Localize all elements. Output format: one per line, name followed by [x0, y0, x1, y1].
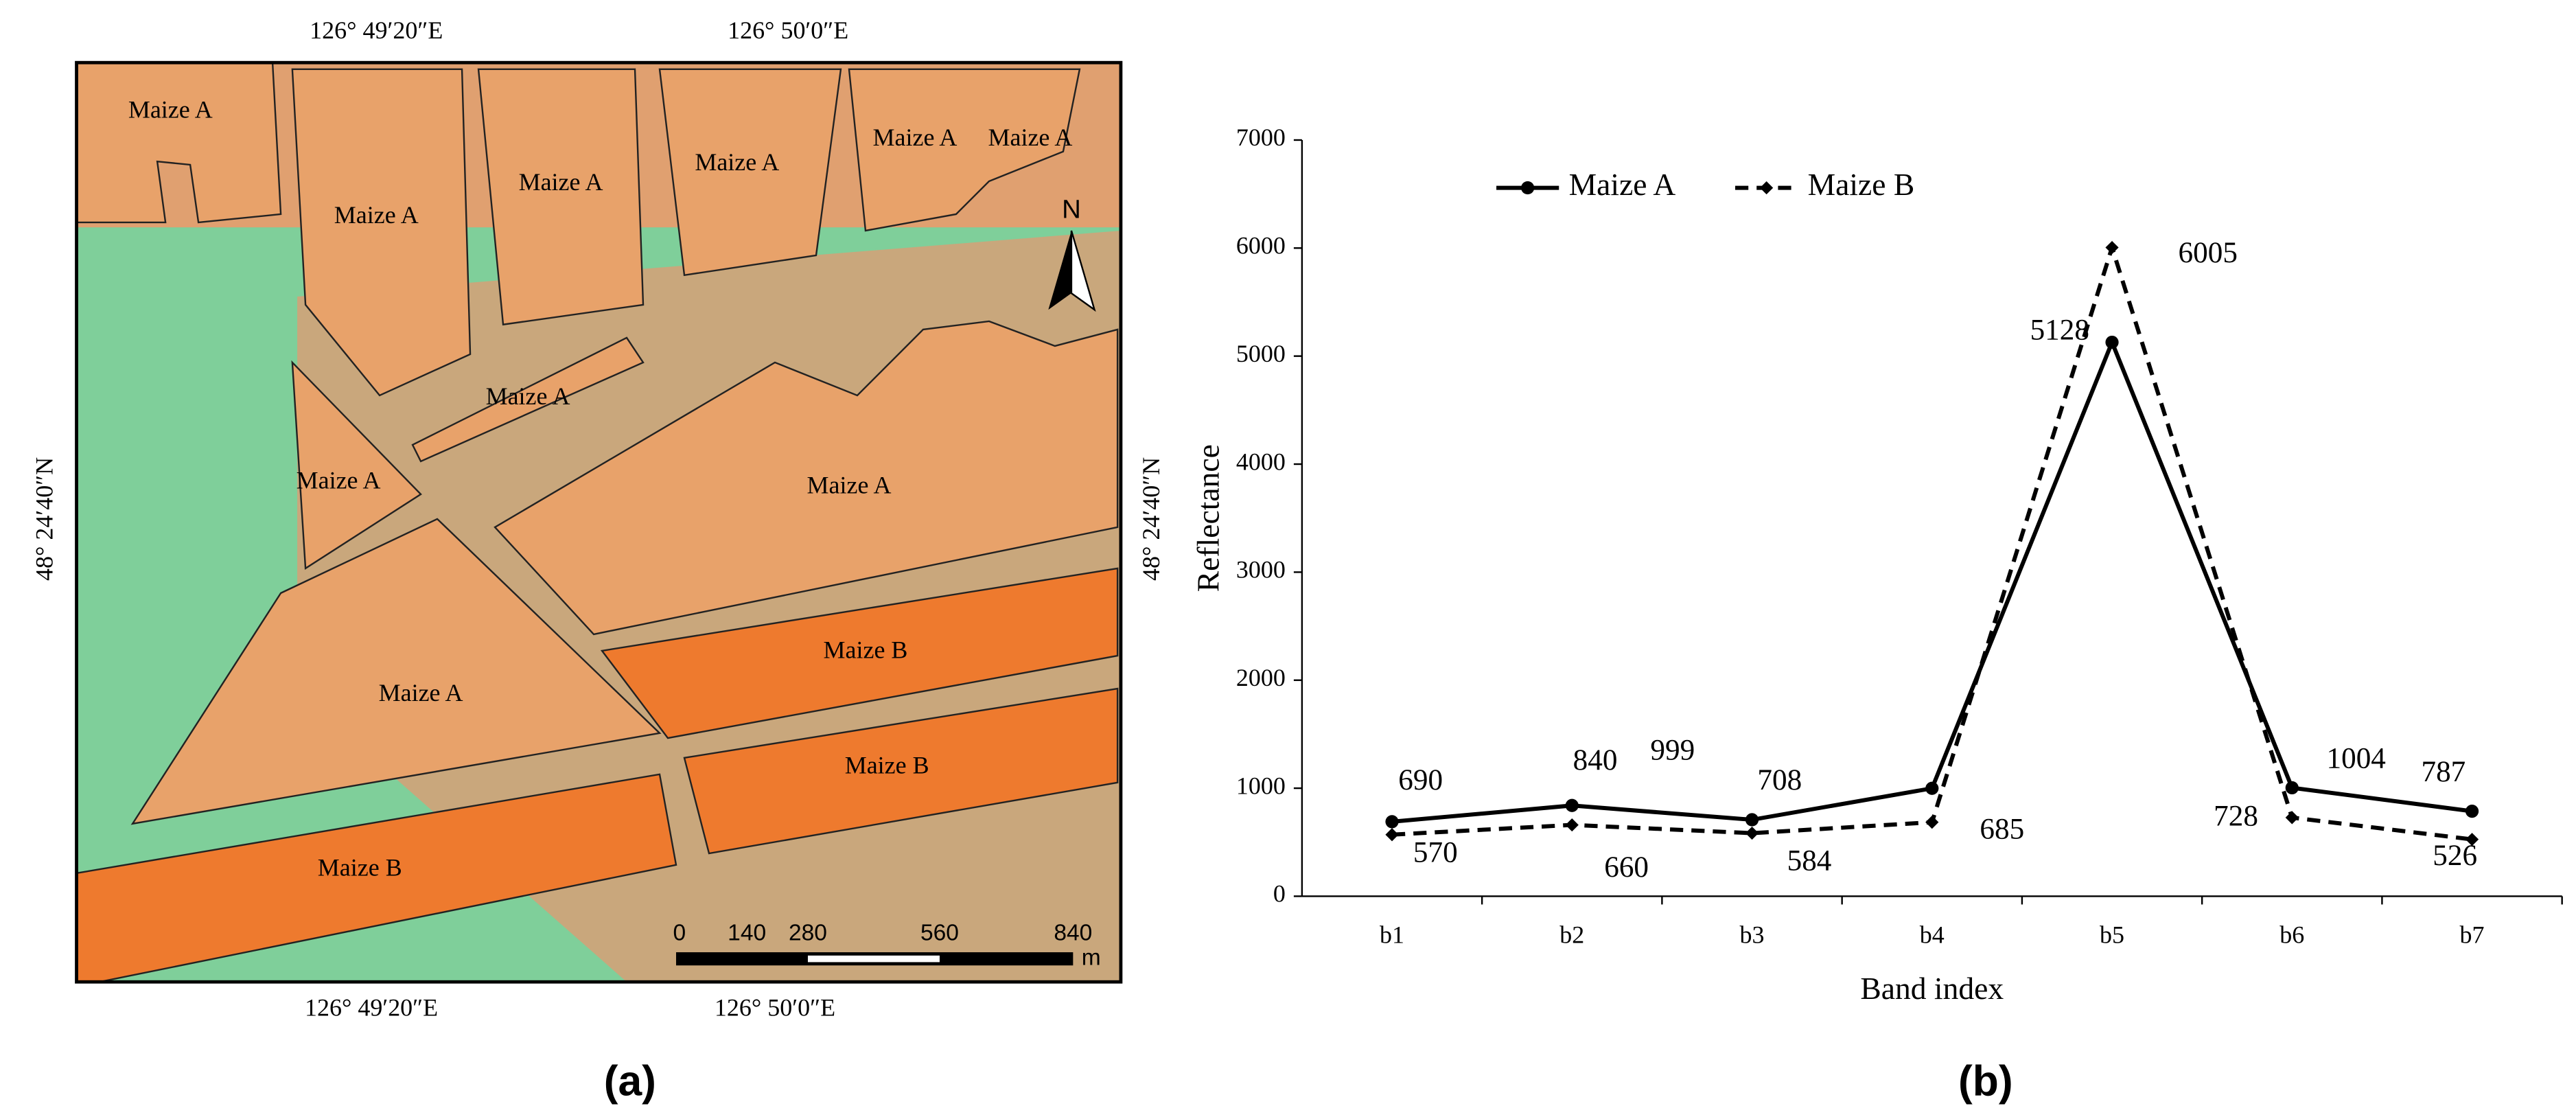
field	[130, 518, 662, 825]
field-label: Maize A	[988, 124, 1072, 151]
field	[291, 360, 422, 571]
field-label: Maize A	[807, 472, 892, 499]
marker	[1925, 781, 1939, 795]
coordinate-label: 126° 49′20″E	[305, 993, 438, 1021]
x-tick-label: b2	[1559, 921, 1584, 949]
x-tick-label: b7	[2460, 921, 2485, 949]
series-line	[1391, 336, 2472, 824]
x-tick-label: b6	[2279, 921, 2304, 949]
coordinate-label: 48° 24′40″N	[31, 457, 58, 581]
marker	[2465, 805, 2479, 818]
y-tick-label: 0	[1273, 880, 1286, 908]
field	[291, 68, 472, 397]
legend-marker	[1521, 181, 1535, 195]
x-tick-label: b4	[1920, 921, 1945, 949]
coordinate-label: 48° 24′40″N	[1137, 457, 1165, 581]
legend-marker	[1760, 181, 1774, 195]
data-label: 1004	[2327, 743, 2386, 775]
data-label: 570	[1413, 836, 1458, 868]
x-tick-label: b3	[1740, 921, 1765, 949]
data-label: 685	[1980, 814, 2024, 846]
north-arrow	[1048, 230, 1071, 310]
field	[477, 68, 645, 326]
y-tick-label: 1000	[1236, 772, 1286, 799]
y-axis-label: Reflectance	[1190, 444, 1225, 592]
field-label: Maize A	[297, 466, 381, 494]
x-axis-label: Band index	[1860, 971, 2004, 1006]
marker	[1925, 816, 1939, 829]
y-tick-label: 6000	[1236, 232, 1286, 260]
field-label: Maize A	[873, 124, 958, 151]
data-label: 526	[2433, 840, 2477, 872]
legend-label: Maize A	[1569, 167, 1676, 202]
marker	[1565, 798, 1579, 812]
caption: (a)	[604, 1057, 656, 1105]
scale-unit: m	[1082, 945, 1101, 971]
scale-label: 840	[1054, 921, 1092, 946]
field-label: Maize B	[318, 853, 402, 881]
field	[494, 320, 1119, 636]
field	[411, 336, 645, 463]
field-label: Maize A	[128, 95, 213, 123]
field	[683, 687, 1119, 855]
field-label: Maize B	[824, 636, 908, 664]
marker	[1745, 826, 1759, 840]
data-label: 999	[1650, 735, 1695, 767]
field-polygons	[76, 61, 1119, 983]
marker	[2285, 781, 2299, 795]
field	[658, 68, 842, 277]
data-label: 660	[1604, 851, 1649, 884]
field-label: Maize A	[379, 679, 463, 706]
map	[75, 60, 1123, 984]
y-tick-label: 7000	[1236, 124, 1286, 151]
field-label: Maize B	[845, 752, 929, 779]
field	[600, 567, 1119, 739]
data-label: 728	[2214, 801, 2258, 833]
data-label: 690	[1398, 764, 1443, 796]
data-label: 584	[1787, 844, 1832, 877]
caption: (b)	[1958, 1057, 2013, 1105]
marker	[1385, 815, 1399, 829]
scale-label: 280	[789, 921, 827, 946]
marker	[2105, 335, 2119, 349]
marker	[1745, 813, 1759, 827]
coordinate-label: 126° 49′20″E	[310, 16, 443, 44]
field-label: Maize A	[486, 382, 570, 410]
data-label: 787	[2422, 756, 2466, 788]
y-tick-label: 5000	[1236, 340, 1286, 367]
scale-label: 560	[920, 921, 959, 946]
north-label: N	[1062, 194, 1081, 224]
coordinate-label: 126° 50′0″E	[715, 993, 835, 1021]
field-label: Maize A	[519, 168, 603, 196]
marker	[2105, 240, 2119, 255]
field-label: Maize A	[695, 148, 779, 176]
field	[848, 68, 1081, 232]
field	[76, 61, 282, 224]
data-label: 708	[1757, 764, 1802, 796]
legend-label: Maize B	[1808, 167, 1915, 202]
scale-label: 0	[673, 921, 686, 946]
data-label: 840	[1573, 744, 1618, 776]
map-frame	[75, 60, 1123, 984]
marker	[1565, 818, 1579, 832]
field-label: Maize A	[334, 201, 419, 229]
x-tick-label: b1	[1380, 921, 1404, 949]
marker	[2285, 811, 2299, 825]
series-line	[1391, 240, 2472, 842]
coordinate-label: 126° 50′0″E	[728, 16, 848, 44]
scale-label: 140	[728, 921, 766, 946]
north-arrow	[1070, 230, 1096, 312]
x-tick-label: b5	[2100, 921, 2124, 949]
scale-bar	[807, 955, 940, 963]
y-tick-label: 3000	[1236, 556, 1286, 584]
data-label: 6005	[2179, 237, 2238, 269]
y-tick-label: 4000	[1236, 448, 1286, 475]
y-tick-label: 2000	[1236, 664, 1286, 691]
data-label: 5128	[2030, 314, 2089, 347]
marker	[1385, 828, 1399, 842]
